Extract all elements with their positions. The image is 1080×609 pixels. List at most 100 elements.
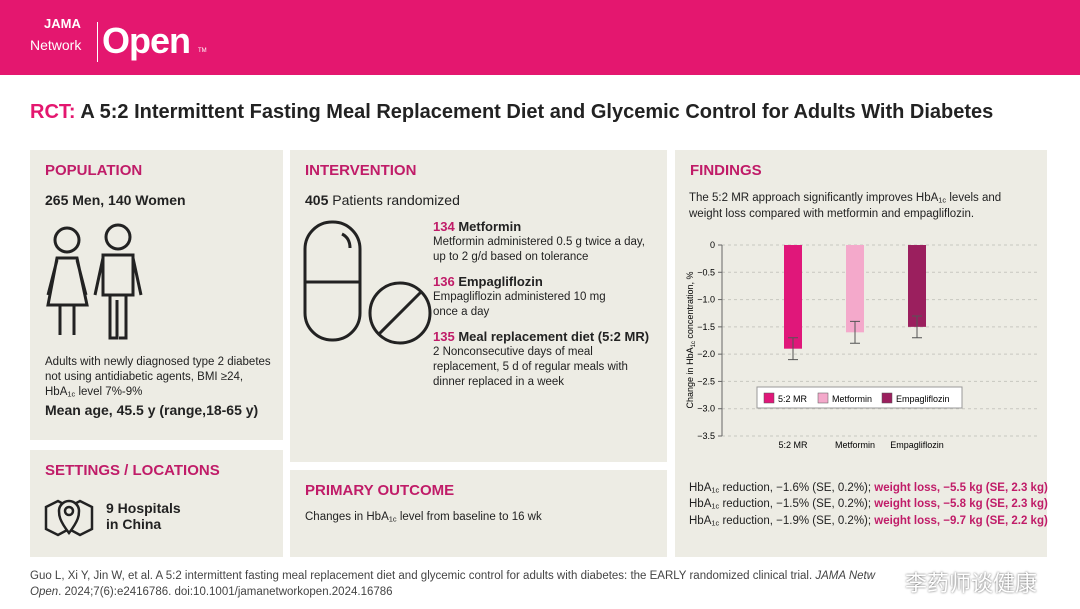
weight: weight loss, −5.8 kg (SE, 2.3 kg) bbox=[874, 498, 1048, 511]
people-icon bbox=[46, 223, 143, 340]
arm-desc: dinner replaced in a week bbox=[433, 376, 565, 388]
text: HbA bbox=[689, 514, 712, 527]
error-bar bbox=[912, 315, 922, 339]
heading: FINDINGS bbox=[690, 162, 762, 179]
text: HbA bbox=[689, 498, 712, 511]
text: Changes in HbA bbox=[305, 511, 389, 523]
bar bbox=[846, 245, 864, 333]
text: The 5:2 MR approach significantly improv… bbox=[689, 192, 939, 204]
sub: 1c bbox=[711, 518, 720, 528]
arm-n: 135 bbox=[433, 329, 455, 344]
outcome-text: Changes in HbA1c level from baseline to … bbox=[305, 510, 542, 526]
heading: PRIMARY OUTCOME bbox=[305, 482, 455, 499]
text: level 7%-9% bbox=[75, 386, 143, 398]
logo-divider bbox=[97, 22, 98, 62]
title-prefix: RCT: bbox=[30, 101, 76, 123]
heading: POPULATION bbox=[45, 162, 143, 179]
arm: 134 Metformin Metformin administered 0.5 … bbox=[433, 218, 663, 265]
title-text: A 5:2 Intermittent Fasting Meal Replacem… bbox=[75, 101, 994, 123]
error-bar bbox=[788, 337, 798, 361]
text: HbA bbox=[45, 386, 68, 398]
sub: 1c bbox=[388, 514, 397, 524]
legend-swatch bbox=[817, 392, 829, 404]
text: Guo L, Xi Y, Jin W, et al. A 5:2 intermi… bbox=[30, 570, 816, 582]
criteria-line: HbA1c level 7%-9% bbox=[45, 385, 280, 401]
citation: Guo L, Xi Y, Jin W, et al. A 5:2 intermi… bbox=[30, 568, 890, 600]
legend-box bbox=[756, 386, 963, 409]
text: reduction, −1.6% (SE, 0.2%); bbox=[719, 482, 875, 494]
sub: 1c bbox=[711, 501, 720, 511]
criteria: Adults with newly diagnosed type 2 diabe… bbox=[45, 355, 280, 401]
weight: weight loss, −9.7 kg (SE, 2.2 kg) bbox=[874, 514, 1048, 527]
settings-panel: SETTINGS / LOCATIONS 9 Hospitals in Chin… bbox=[30, 450, 283, 557]
y-tick-label: 0 bbox=[710, 240, 715, 250]
arm-title: 136 Empagliflozin bbox=[433, 273, 663, 290]
arm: 136 Empagliflozin Empagliflozin administe… bbox=[433, 273, 663, 320]
text: reduction, −1.9% (SE, 0.2%); bbox=[719, 514, 875, 527]
arm-n: 136 bbox=[433, 274, 455, 289]
legend-swatch bbox=[881, 392, 893, 404]
legend-label: Empagliflozin bbox=[896, 394, 950, 404]
watermark: 李药师谈健康 bbox=[905, 572, 1038, 597]
y-tick-label: −3.0 bbox=[697, 404, 715, 414]
counts: 265 Men, 140 Women bbox=[45, 192, 186, 208]
arm: 135 Meal replacement diet (5:2 MR) 2 Nonc… bbox=[433, 328, 663, 390]
sub: 1c bbox=[691, 341, 697, 347]
title: RCT: A 5:2 Intermittent Fasting Meal Rep… bbox=[30, 101, 993, 124]
result-line: HbA1c reduction, −1.9% (SE, 0.2%); weigh… bbox=[689, 514, 1048, 530]
text: reduction, −1.5% (SE, 0.2%); bbox=[719, 498, 875, 511]
result-line: HbA1c reduction, −1.6% (SE, 0.2%); weigh… bbox=[689, 481, 1048, 497]
text: Patients randomized bbox=[328, 192, 460, 208]
pill-icon bbox=[303, 220, 432, 345]
chart: Change in HbA1c concentration, % 0 −0.5 −1… bbox=[685, 240, 1037, 450]
legend-swatch bbox=[763, 392, 775, 404]
bar bbox=[908, 245, 926, 327]
result-line: HbA1c reduction, −1.5% (SE, 0.2%); weigh… bbox=[689, 497, 1048, 513]
arm-desc: replacement, 5 d of regular meals with bbox=[433, 361, 628, 373]
logo-bottom: Network bbox=[30, 37, 82, 53]
settings-text: 9 Hospitals in China bbox=[106, 500, 181, 532]
findings-panel: FINDINGS The 5:2 MR approach significant… bbox=[675, 150, 1048, 557]
logo-tm: TM bbox=[198, 48, 207, 54]
arm-desc: Metformin administered 0.5 g twice a day… bbox=[433, 236, 645, 248]
randomized: 405 Patients randomized bbox=[305, 192, 460, 208]
arm-desc: Empagliflozin administered 10 mg bbox=[433, 291, 606, 303]
arm-title: 134 Metformin bbox=[433, 218, 663, 235]
criteria-line: not using antidiabetic agents, BMI ≥24, bbox=[45, 371, 244, 383]
y-tick-label: −3.5 bbox=[697, 431, 715, 441]
sub: 1c bbox=[67, 389, 76, 399]
y-tick-label: −1.5 bbox=[697, 322, 715, 332]
arm-title: 135 Meal replacement diet (5:2 MR) bbox=[433, 328, 663, 345]
arm-desc: once a day bbox=[433, 306, 490, 318]
journal: JAMA Netw Open bbox=[30, 570, 876, 598]
x-tick-label: Empagliflozin bbox=[890, 440, 944, 450]
text: . 2024;7(6):e2416786. doi:10.1001/jamane… bbox=[58, 586, 393, 598]
arm-name: Meal replacement diet (5:2 MR) bbox=[454, 329, 650, 344]
summary: The 5:2 MR approach significantly improv… bbox=[689, 191, 1034, 222]
arm-desc: up to 2 g/d based on tolerance bbox=[433, 251, 589, 263]
text: Change in HbA bbox=[685, 347, 695, 408]
text: concentration, % bbox=[685, 272, 695, 342]
heading: INTERVENTION bbox=[305, 162, 417, 179]
legend-label: Metformin bbox=[832, 394, 872, 404]
population-panel: POPULATION 265 Men, 140 Women Adults wit… bbox=[30, 150, 283, 440]
x-tick-label: Metformin bbox=[835, 440, 875, 450]
sub: 1c bbox=[711, 485, 720, 495]
arms: 134 Metformin Metformin administered 0.5 … bbox=[433, 218, 663, 398]
text: HbA bbox=[689, 482, 712, 494]
intervention-panel: INTERVENTION 405 Patients randomized 134… bbox=[290, 150, 667, 462]
y-tick-label: −2.5 bbox=[697, 376, 715, 386]
text: level from baseline to 16 wk bbox=[396, 511, 542, 523]
weight: weight loss, −5.5 kg (SE, 2.3 kg) bbox=[874, 482, 1048, 494]
arm-name: Metformin bbox=[454, 219, 522, 234]
arm-name: Empagliflozin bbox=[454, 274, 543, 289]
header: JAMA Network Open TM bbox=[0, 0, 1080, 75]
bar bbox=[784, 245, 802, 349]
sub: 1c bbox=[938, 195, 947, 205]
error-bar bbox=[850, 320, 860, 344]
heading: SETTINGS / LOCATIONS bbox=[45, 462, 220, 479]
legend-label: 5:2 MR bbox=[778, 394, 808, 404]
y-tick-label: −0.5 bbox=[697, 267, 715, 277]
arm-desc: 2 Nonconsecutive days of meal bbox=[433, 346, 593, 358]
outcome-panel: PRIMARY OUTCOME Changes in HbA1c level f… bbox=[290, 470, 667, 557]
